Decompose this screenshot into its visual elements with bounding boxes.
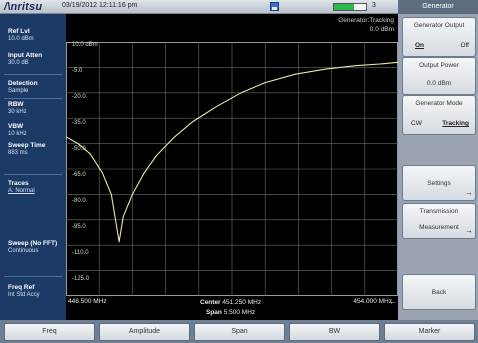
span-menu-button[interactable]: Span (194, 323, 285, 341)
ref-lvl-value: 10.0 dBm (8, 36, 34, 42)
y-tick-label: 10.0 dBm (72, 42, 98, 48)
title-bar: /\nritsu 03/19/2012 12:11:16 pm 3 (0, 0, 398, 14)
submenu-arrow-icon: → (465, 226, 473, 235)
transmission-measurement-button[interactable]: Transmission Measurement → (402, 203, 476, 239)
rbw-value: 30 kHz (8, 109, 27, 115)
y-tick-label: -80.0 (72, 198, 86, 204)
start-frequency-label: 448.500 MHz (68, 298, 107, 305)
back-arrow-icon: ← (389, 297, 397, 306)
bw-menu-button[interactable]: BW (289, 323, 380, 341)
center-frequency: Center 451.250 MHz (200, 299, 261, 306)
battery-fill (334, 4, 354, 10)
y-tick-label: -95.0 (72, 224, 86, 230)
transmission-label: Transmission (419, 208, 459, 215)
y-tick-label: -65.0 (72, 172, 86, 178)
generator-status-mode: Generator:Tracking (338, 17, 394, 24)
amplitude-menu-button[interactable]: Amplitude (99, 323, 190, 341)
input-atten-label: Input Atten (8, 52, 43, 59)
freq-menu-button[interactable]: Freq (4, 323, 95, 341)
sweep-value: Continuous (8, 248, 39, 254)
y-tick-label: -125.0 (72, 276, 90, 282)
back-label: Back (431, 289, 447, 296)
generator-mode-button[interactable]: Generator Mode CW Tracking (402, 95, 476, 135)
generator-output-on[interactable]: On (415, 42, 425, 49)
span-label: Span (206, 309, 222, 316)
center-value: 451.250 MHz (222, 299, 262, 306)
span-value: 5.500 MHz (223, 309, 256, 316)
measurement-label: Measurement (419, 224, 459, 231)
y-tick-label: -20.0 (72, 94, 86, 100)
generator-output-button[interactable]: Generator Output On Off (402, 17, 476, 57)
sweep-time-label: Sweep Time (8, 142, 46, 149)
vbw-value: 10 kHz (8, 131, 27, 137)
spectrum-plot[interactable]: 10.0 dBm -5.0 -20.0 -35.0 -50.0 -65.0 -8… (66, 14, 398, 320)
spectrum-graph[interactable] (66, 14, 398, 320)
menu-title: Generator (398, 0, 478, 14)
back-button[interactable]: Back ← (389, 274, 476, 310)
y-tick-label: -35.0 (72, 120, 86, 126)
generator-output-off[interactable]: Off (460, 42, 469, 49)
stop-frequency-label: 454.000 MHz (353, 298, 392, 305)
separator (4, 98, 62, 99)
ref-lvl-label: Ref Lvl (8, 28, 30, 35)
datetime-display: 03/19/2012 12:11:16 pm (62, 2, 138, 9)
output-power-button[interactable]: Output Power 0.0 dBm (402, 57, 476, 95)
marker-menu-button[interactable]: Marker (384, 323, 475, 341)
freq-ref-value: Int Std Accy (8, 292, 40, 298)
sweep-time-value: 883 ms (8, 150, 28, 156)
generator-mode-label: Generator Mode (415, 100, 463, 107)
traces-value: A: Normal (8, 188, 35, 194)
detection-label: Detection (8, 80, 38, 87)
center-label: Center (200, 299, 221, 306)
generator-status-power: 0.0 dBm (369, 26, 394, 33)
generator-mode-cw[interactable]: CW (411, 120, 422, 127)
battery-label: 3 (372, 2, 376, 9)
output-power-value: 0.0 dBm (426, 80, 452, 87)
traces-label: Traces (8, 180, 29, 187)
span-frequency: Span 5.500 MHz (206, 309, 255, 316)
main-menu-bar: Freq Amplitude Span BW Marker (0, 320, 478, 343)
y-tick-label: -110.0 (72, 250, 89, 256)
sweep-label: Sweep (No FFT) (8, 240, 58, 247)
anritsu-logo: /\nritsu (4, 1, 43, 13)
settings-label: Settings (427, 180, 451, 187)
vbw-label: VBW (8, 123, 24, 130)
softkey-panel: Generator Generator Output On Off Output… (389, 0, 478, 320)
y-tick-label: -50.0 (72, 146, 86, 152)
y-tick-label: -5.0 (72, 68, 83, 74)
rbw-label: RBW (8, 101, 24, 108)
submenu-arrow-icon: → (465, 188, 473, 197)
generator-status: Generator:Tracking 0.0 dBm (338, 16, 394, 34)
freq-ref-label: Freq Ref (8, 284, 35, 291)
measurement-info-panel: Ref Lvl 10.0 dBm Input Atten 30.0 dB Det… (0, 14, 66, 320)
detection-value: Sample (8, 88, 29, 94)
input-atten-value: 30.0 dB (8, 60, 29, 66)
separator (4, 74, 62, 75)
output-power-label: Output Power (419, 62, 459, 69)
settings-button[interactable]: Settings → (402, 165, 476, 201)
battery-icon (333, 3, 367, 11)
generator-output-label: Generator Output (413, 22, 465, 29)
separator (4, 276, 62, 277)
save-icon[interactable] (270, 2, 279, 11)
separator (4, 174, 62, 175)
trace-line (66, 61, 398, 243)
generator-mode-tracking[interactable]: Tracking (442, 120, 469, 127)
